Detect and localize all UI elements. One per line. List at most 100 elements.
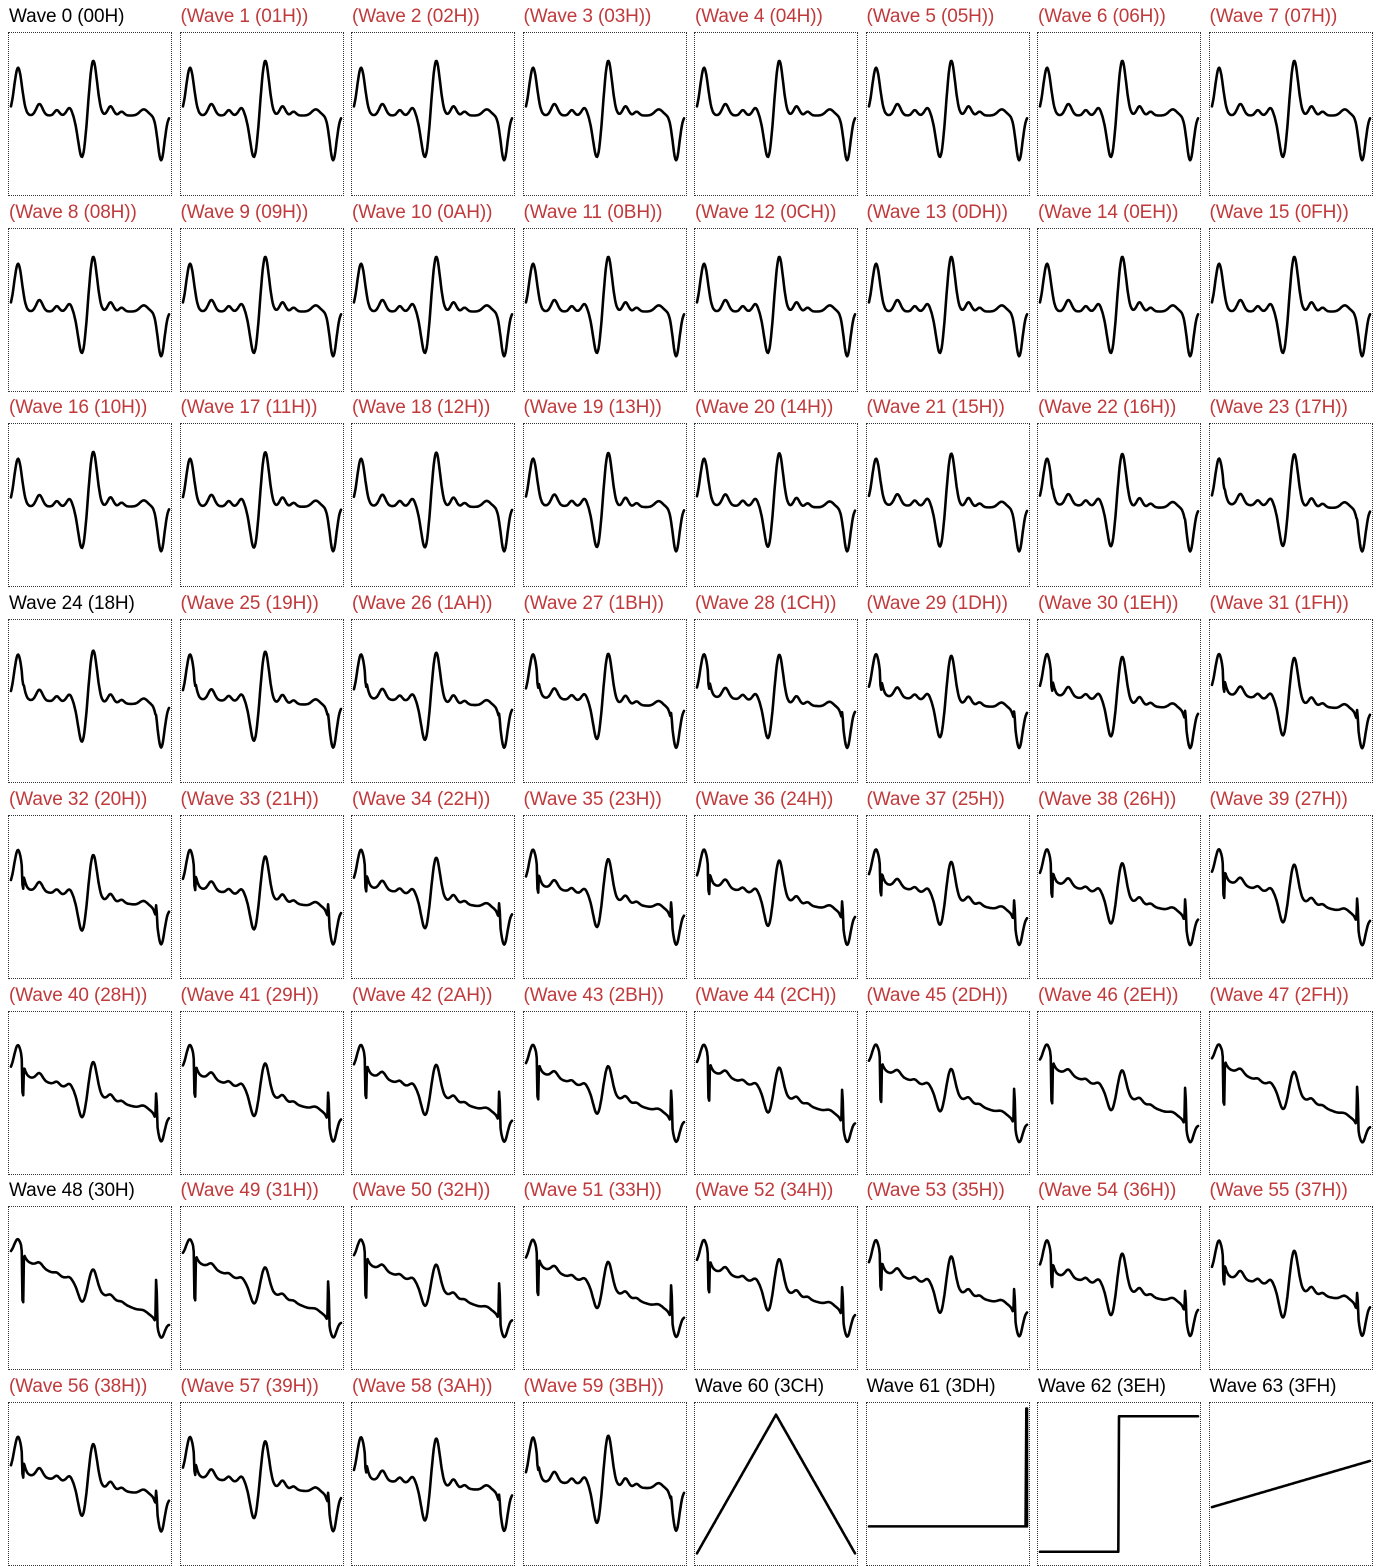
wave-plot (865, 227, 1030, 392)
wave-plot (522, 32, 687, 196)
wave-svg (181, 255, 342, 358)
wave-svg (181, 848, 342, 946)
wave-plot (1208, 1206, 1373, 1371)
wave-title: (Wave 17 (11H)) (180, 397, 318, 419)
wave-svg (1210, 59, 1371, 162)
wave-trace (1038, 1414, 1200, 1553)
wave-plot (865, 814, 1030, 979)
wave-title: (Wave 54 (36H)) (1038, 1180, 1177, 1202)
wave-trace (867, 59, 1028, 162)
wave-svg (181, 59, 342, 162)
wave-cell: (Wave 52 (34H)) (686, 1174, 858, 1371)
wave-trace (1038, 59, 1200, 162)
wave-title: (Wave 53 (35H)) (866, 1180, 1005, 1202)
wave-plot (8, 814, 172, 979)
wave-title: (Wave 22 (16H)) (1038, 397, 1177, 419)
wave-title: (Wave 59 (3BH)) (523, 1375, 664, 1397)
wave-plot (1037, 814, 1201, 979)
wave-cell: (Wave 58 (3AH)) (343, 1370, 515, 1566)
wave-svg (1038, 1042, 1200, 1143)
wave-cell: (Wave 15 (0FH)) (1201, 196, 1373, 392)
wave-plot (1208, 619, 1373, 784)
wave-plot (179, 814, 344, 979)
wave-svg (524, 1238, 685, 1339)
wave-plot (351, 1206, 515, 1371)
wave-title: (Wave 27 (1BH)) (523, 593, 664, 615)
wave-cell: (Wave 22 (16H)) (1029, 391, 1201, 588)
wave-svg (867, 1239, 1028, 1338)
wave-cell: (Wave 32 (20H)) (0, 783, 172, 979)
wave-cell: (Wave 34 (22H)) (343, 783, 515, 979)
wave-trace (1210, 1042, 1371, 1144)
wave-trace (352, 651, 514, 750)
wave-trace (867, 255, 1028, 358)
wave-plot (1037, 32, 1201, 196)
wave-cell: (Wave 37 (25H)) (858, 783, 1030, 979)
wave-title: (Wave 41 (29H)) (180, 984, 319, 1006)
wave-svg (524, 1434, 685, 1532)
wave-plot (179, 1401, 344, 1566)
wave-trace (1038, 1042, 1200, 1143)
wave-title: (Wave 15 (0FH)) (1209, 201, 1349, 223)
wave-title: (Wave 12 (0CH)) (695, 201, 837, 223)
wave-title: (Wave 33 (21H)) (180, 788, 319, 810)
wave-svg (867, 452, 1028, 554)
wave-trace (352, 59, 514, 162)
wave-trace (1038, 1239, 1200, 1338)
wave-svg (1038, 59, 1200, 162)
wave-trace (9, 1435, 171, 1533)
wave-trace (524, 1238, 685, 1339)
wave-plot (694, 1010, 858, 1175)
wave-plot (1208, 814, 1373, 979)
wave-plot (8, 227, 172, 392)
wave-title: Wave 62 (3EH) (1038, 1375, 1166, 1397)
wave-plot (351, 619, 515, 784)
wave-cell: Wave 63 (3FH) (1201, 1370, 1373, 1566)
wave-title: (Wave 39 (27H)) (1209, 788, 1348, 810)
wave-svg (1038, 847, 1200, 947)
wave-cell: (Wave 49 (31H)) (172, 1174, 344, 1371)
wave-plot (694, 619, 858, 784)
wave-trace (867, 1407, 1028, 1528)
wave-plot (8, 1401, 172, 1566)
wave-trace (9, 1043, 171, 1143)
wave-title: (Wave 18 (12H)) (352, 397, 491, 419)
wave-title: (Wave 20 (14H)) (695, 397, 834, 419)
wave-svg (352, 451, 514, 554)
wave-svg (695, 1238, 857, 1339)
wave-title: (Wave 43 (2BH)) (523, 984, 664, 1006)
wave-plot (8, 32, 172, 196)
wave-plot (351, 32, 515, 196)
wave-svg (524, 652, 685, 750)
wave-svg (1038, 652, 1200, 750)
wave-svg (352, 1043, 514, 1143)
wave-svg (9, 1238, 171, 1340)
wave-trace (181, 1238, 342, 1339)
wave-trace (352, 1043, 514, 1143)
wave-cell: (Wave 47 (2FH)) (1201, 979, 1373, 1175)
wave-trace (1210, 652, 1371, 750)
wave-title: Wave 63 (3FH) (1209, 1375, 1337, 1397)
wave-title: (Wave 56 (38H)) (9, 1375, 148, 1397)
wave-plot (179, 227, 344, 392)
wave-title: (Wave 31 (1FH)) (1209, 593, 1349, 615)
wave-cell: (Wave 45 (2DH)) (858, 979, 1030, 1175)
wave-plot (865, 1010, 1030, 1175)
wave-plot (1037, 619, 1201, 784)
wave-title: (Wave 23 (17H)) (1209, 397, 1348, 419)
wave-plot (351, 1401, 515, 1566)
wave-svg (352, 1238, 514, 1339)
wave-title: (Wave 26 (1AH)) (352, 593, 493, 615)
wave-plot (1208, 423, 1373, 588)
wave-cell: (Wave 19 (13H)) (515, 391, 687, 588)
wave-plot (694, 423, 858, 588)
wave-svg (1038, 453, 1200, 554)
wave-trace (1210, 847, 1371, 947)
wave-plot (522, 1010, 687, 1175)
wave-trace (695, 653, 857, 750)
wave-cell: (Wave 17 (11H)) (172, 391, 344, 588)
wave-cell: (Wave 1 (01H)) (172, 0, 344, 196)
wave-plot (522, 423, 687, 588)
wave-trace (1038, 652, 1200, 750)
wave-cell: (Wave 27 (1BH)) (515, 587, 687, 784)
